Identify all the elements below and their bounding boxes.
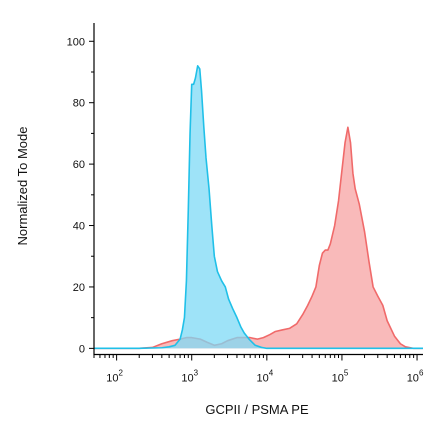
x-tick-label: 106 (407, 369, 424, 385)
x-tick-label: 102 (106, 369, 123, 385)
histogram-fill-0 (94, 127, 423, 349)
x-tick-label: 103 (181, 369, 198, 385)
y-tick-label: 60 (73, 159, 85, 171)
y-tick-label: 40 (73, 221, 85, 233)
y-tick-label: 20 (73, 282, 85, 294)
y-tick-label: 80 (73, 98, 85, 110)
plot-area (94, 65, 423, 350)
x-tick-label: 104 (256, 369, 273, 385)
y-tick-label: 0 (79, 343, 85, 355)
x-axis-label: GCPII / PSMA PE (205, 402, 309, 417)
x-axis-ticks: 102 103 104 105 106 (93, 354, 424, 385)
y-axis-ticks: 0 20 40 60 80 100 (67, 36, 94, 355)
histogram-line-1 (94, 65, 423, 350)
x-tick-label: 105 (332, 369, 349, 385)
y-tick-label: 100 (67, 36, 85, 48)
y-axis-label: Normalized To Mode (15, 127, 30, 246)
